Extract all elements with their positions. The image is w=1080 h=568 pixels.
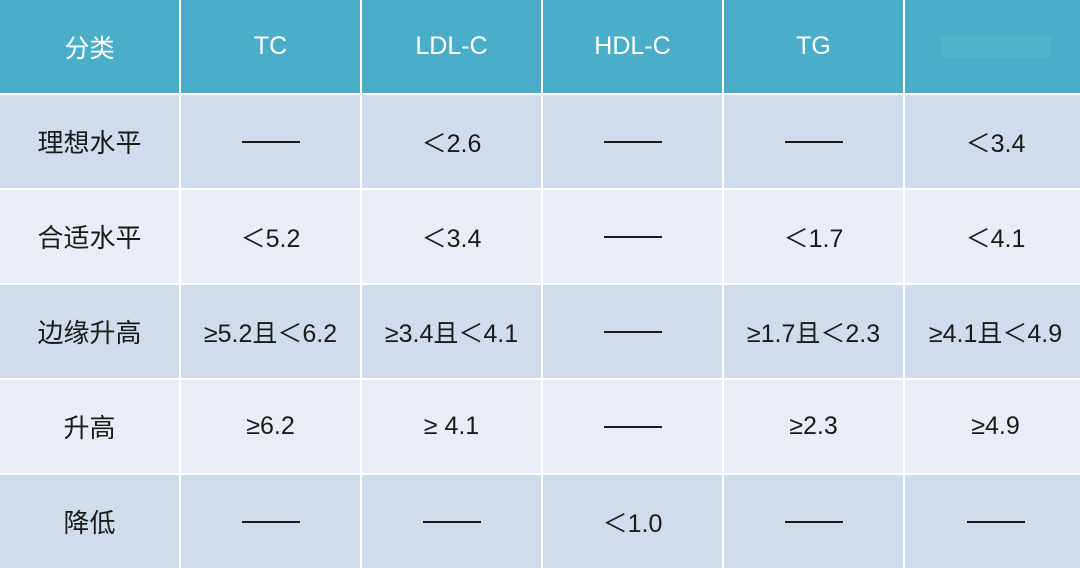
cell-tc: ≥6.2 xyxy=(181,380,360,473)
cell-ldl-c: ＜2.6 xyxy=(362,95,541,188)
cell-tg: ≥2.3 xyxy=(724,380,903,473)
dash-mark xyxy=(422,520,481,523)
dash-mark xyxy=(784,520,843,523)
cell-last: ≥4.1且＜4.9 xyxy=(905,285,1080,378)
dash-mark xyxy=(603,330,662,333)
header-blurred-label xyxy=(940,35,1051,58)
header-category: 分类 xyxy=(0,0,179,93)
cell-tc: ≥5.2且＜6.2 xyxy=(181,285,360,378)
header-last xyxy=(905,0,1080,93)
cell-hdl-c xyxy=(543,95,722,188)
row-label: 边缘升高 xyxy=(0,285,179,378)
cell-tc: ＜5.2 xyxy=(181,190,360,283)
row-label: 降低 xyxy=(0,475,179,568)
header-ldl-c: LDL-C xyxy=(362,0,541,93)
cell-hdl-c xyxy=(543,190,722,283)
cell-tg: ＜1.7 xyxy=(724,190,903,283)
dash-mark xyxy=(241,520,300,523)
dash-mark xyxy=(603,425,662,428)
cell-tc xyxy=(181,475,360,568)
dash-mark xyxy=(966,520,1025,523)
dash-mark xyxy=(603,235,662,238)
cell-tg xyxy=(724,95,903,188)
cell-last: ＜3.4 xyxy=(905,95,1080,188)
cell-tg xyxy=(724,475,903,568)
cell-tg: ≥1.7且＜2.3 xyxy=(724,285,903,378)
dash-mark xyxy=(784,140,843,143)
cell-hdl-c xyxy=(543,285,722,378)
header-hdl-c: HDL-C xyxy=(543,0,722,93)
cell-hdl-c xyxy=(543,380,722,473)
cell-tc xyxy=(181,95,360,188)
row-label: 升高 xyxy=(0,380,179,473)
row-label: 理想水平 xyxy=(0,95,179,188)
row-label: 合适水平 xyxy=(0,190,179,283)
cell-last: ≥4.9 xyxy=(905,380,1080,473)
cell-ldl-c: ＜3.4 xyxy=(362,190,541,283)
cell-hdl-c: ＜1.0 xyxy=(543,475,722,568)
dash-mark xyxy=(241,140,300,143)
cell-ldl-c: ≥ 4.1 xyxy=(362,380,541,473)
cell-last: ＜4.1 xyxy=(905,190,1080,283)
cell-last xyxy=(905,475,1080,568)
cell-ldl-c xyxy=(362,475,541,568)
header-tc: TC xyxy=(181,0,360,93)
dash-mark xyxy=(603,140,662,143)
cell-ldl-c: ≥3.4且＜4.1 xyxy=(362,285,541,378)
header-tg: TG xyxy=(724,0,903,93)
